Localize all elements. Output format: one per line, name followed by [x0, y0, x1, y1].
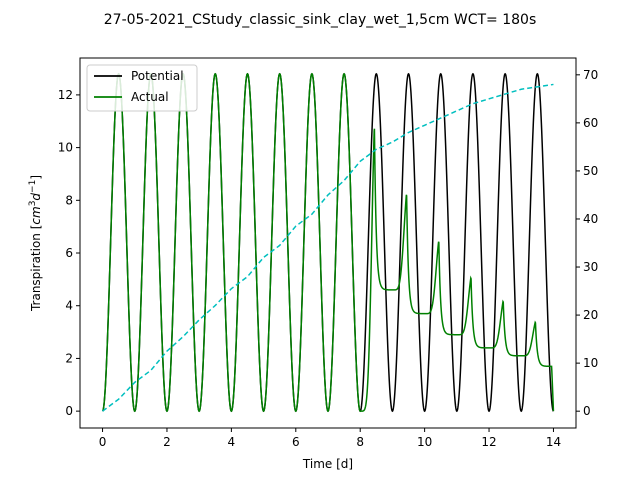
y-left-tick-label: 6 — [65, 246, 73, 260]
x-tick-label: 12 — [481, 435, 496, 449]
legend-potential-label: Potential — [131, 69, 184, 83]
y-right-tick-label: 50 — [583, 164, 598, 178]
y-left-tick-label: 10 — [58, 141, 73, 155]
series-cumulative-line — [102, 83, 554, 412]
x-tick-label: 4 — [228, 435, 236, 449]
x-tick-label: 10 — [417, 435, 432, 449]
legend: Potential Actual — [86, 64, 198, 112]
legend-actual-label: Actual — [131, 90, 169, 104]
y-left-tick-label: 8 — [65, 193, 73, 207]
series-actual-line — [102, 72, 555, 413]
x-tick-label: 14 — [546, 435, 561, 449]
plot-frame — [79, 57, 577, 429]
y-axis-label: Transpiration [cm3d−1] — [28, 175, 43, 312]
y-right-tick-label: 70 — [583, 68, 598, 82]
x-tick-label: 6 — [292, 435, 300, 449]
series-potential-line — [102, 72, 554, 413]
y-right-tick-label: 10 — [583, 356, 598, 370]
x-tick-label: 8 — [356, 435, 364, 449]
y-left-tick-label: 4 — [65, 299, 73, 313]
y-right-tick-label: 20 — [583, 308, 598, 322]
x-tick-label: 2 — [163, 435, 171, 449]
x-tick-label: 0 — [99, 435, 107, 449]
y-left-tick-label: 2 — [65, 351, 73, 365]
y-right-tick-label: 0 — [583, 404, 591, 418]
y-left-tick-label: 12 — [58, 88, 73, 102]
y-right-tick-label: 30 — [583, 260, 598, 274]
chart-title: 27-05-2021_CStudy_classic_sink_clay_wet_… — [104, 12, 536, 28]
x-axis-label: Time [d] — [302, 457, 353, 471]
y-left-tick-label: 0 — [65, 404, 73, 418]
y-right-tick-label: 40 — [583, 212, 598, 226]
y-right-tick-label: 60 — [583, 116, 598, 130]
